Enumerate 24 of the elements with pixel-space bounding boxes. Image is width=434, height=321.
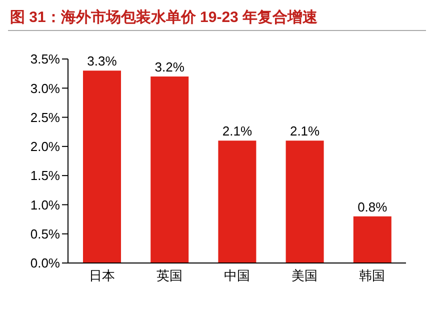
y-tick-label: 1.0% — [30, 197, 60, 212]
data-label: 0.8% — [358, 199, 388, 214]
y-tick-label: 3.0% — [30, 80, 60, 96]
y-tick-label: 0.0% — [30, 256, 60, 271]
y-tick-label: 1.5% — [30, 168, 60, 184]
data-label: 2.1% — [222, 124, 252, 139]
x-tick-label: 美国 — [292, 268, 318, 284]
data-label: 3.3% — [87, 54, 118, 69]
y-tick-label: 2.0% — [30, 139, 60, 154]
chart-title: 图 31：海外市场包装水单价 19-23 年复合增速 — [8, 8, 426, 31]
data-label: 3.2% — [154, 59, 185, 74]
bar — [150, 76, 189, 263]
bar — [353, 216, 392, 263]
x-tick-label: 日本 — [88, 268, 115, 284]
bar — [218, 140, 256, 263]
data-label: 2.1% — [290, 124, 320, 139]
y-tick-label: 3.5% — [30, 52, 60, 67]
y-tick-label: 0.5% — [30, 226, 60, 242]
bar — [83, 70, 121, 263]
x-tick-label: 英国 — [156, 268, 182, 284]
bar — [286, 140, 324, 263]
x-tick-label: 韩国 — [359, 268, 386, 284]
y-tick-label: 2.5% — [30, 110, 60, 125]
x-tick-label: 中国 — [224, 268, 250, 284]
